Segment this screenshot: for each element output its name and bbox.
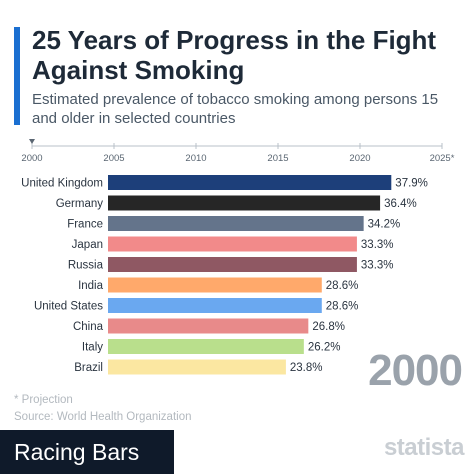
bar-chart: United Kingdom 37.9% Germany 36.4% France 34.… [21,175,428,375]
timeline: 2000 2005 2010 2015 2020 2025* [21,139,455,164]
value-label: 33.3% [361,260,394,272]
bar [108,318,309,334]
category-label: India [78,280,104,292]
racing-bars-badge: Racing Bars [0,430,174,474]
category-label: Russia [68,260,104,272]
value-label: 28.6% [326,280,359,292]
footnote: * Projection Source: World Health Organi… [14,392,192,426]
timeline-tick-label: 2010 [185,153,206,164]
value-label: 33.3% [361,239,394,251]
value-label: 34.2% [368,219,401,231]
value-label: 26.8% [312,321,345,333]
category-label: United States [34,301,103,313]
timeline-tick-label: 2005 [103,153,124,164]
bar [108,175,392,190]
current-year: 2000 [368,346,463,395]
category-label: Germany [56,198,104,210]
timeline-marker-icon[interactable] [29,139,35,144]
title-accent-bar [14,27,20,125]
category-label: Japan [72,239,103,251]
projection-note: * Projection [14,394,73,406]
value-label: 36.4% [384,198,417,210]
timeline-tick-label: 2025* [430,153,455,164]
value-label: 28.6% [326,301,359,313]
timeline-tick-label: 2000 [21,153,42,164]
statista-logo[interactable]: statista [383,434,465,461]
bar [108,277,322,293]
bar [108,195,381,211]
timeline-tick-label: 2015 [267,153,288,164]
category-label: Italy [82,342,103,354]
value-label: 37.9% [395,178,428,190]
value-label: 23.8% [290,362,323,374]
timeline-tick-label: 2020 [349,153,370,164]
bar [108,257,357,272]
bar [108,216,364,231]
source-note: Source: World Health Organization [14,411,192,423]
bar [108,339,304,354]
category-label: United Kingdom [21,178,103,190]
bar [108,359,286,375]
category-label: China [73,321,104,333]
bar [108,298,322,313]
category-label: Brazil [74,362,103,374]
chart-title: 25 Years of Progress in the Fight Agains… [32,25,437,85]
value-label: 26.2% [308,342,341,354]
category-label: France [67,219,103,231]
bar [108,236,357,252]
chart-subtitle: Estimated prevalence of tobacco smoking … [32,91,439,127]
